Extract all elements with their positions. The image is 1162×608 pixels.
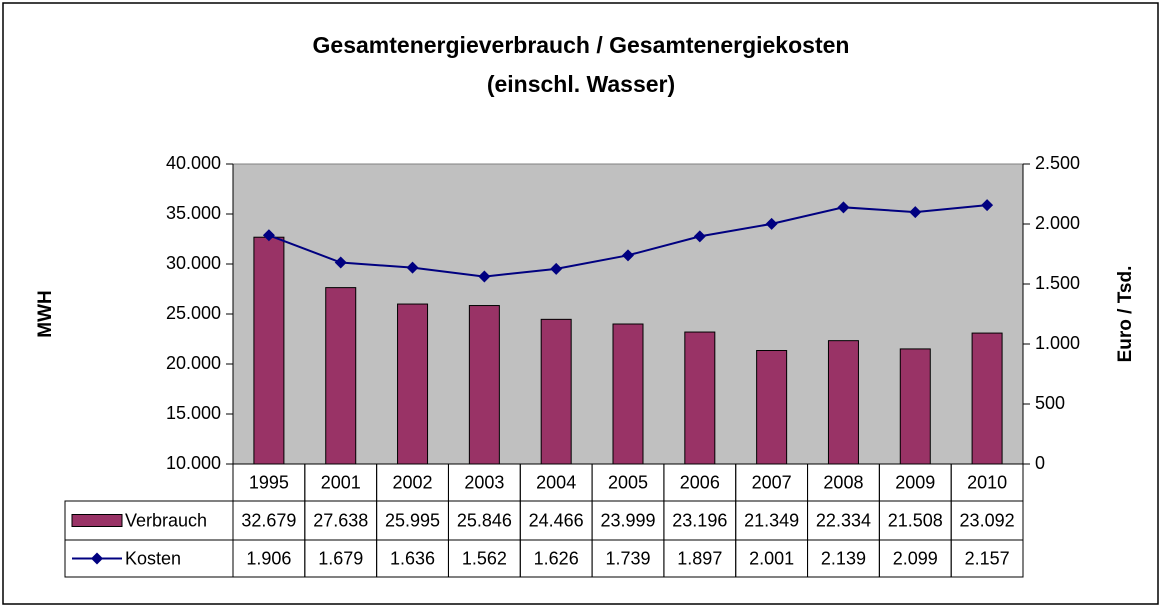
legend-key bbox=[71, 514, 123, 527]
legend-label: Verbrauch bbox=[125, 510, 207, 530]
marker bbox=[981, 199, 994, 212]
legend-key bbox=[91, 552, 103, 565]
y-tick-label: 35.000 bbox=[166, 203, 221, 223]
y-axis-label: MWH bbox=[35, 290, 56, 337]
bar bbox=[397, 303, 429, 465]
y2-tick-label: 1.000 bbox=[1035, 333, 1080, 353]
table-value: 23.999 bbox=[600, 510, 655, 530]
table-value: 21.508 bbox=[888, 510, 943, 530]
table-cell bbox=[950, 539, 1024, 578]
y-tick-label: 10.000 bbox=[166, 453, 221, 473]
marker bbox=[262, 229, 275, 242]
x-tick-label: 2010 bbox=[967, 472, 1007, 492]
x-tick-label: 2003 bbox=[464, 472, 504, 492]
y2-tick-label: 0 bbox=[1035, 453, 1045, 473]
bar bbox=[468, 305, 500, 465]
table-value: 32.679 bbox=[241, 510, 296, 530]
x-tick-label: 2004 bbox=[536, 472, 576, 492]
bar bbox=[899, 348, 931, 465]
table-value: 21.349 bbox=[744, 510, 799, 530]
x-tick-label: 2008 bbox=[823, 472, 863, 492]
y-tick-label: 25.000 bbox=[166, 303, 221, 323]
marker bbox=[550, 262, 563, 275]
bar bbox=[756, 350, 788, 465]
chart-title: Gesamtenergieverbrauch / Gesamtenergieko… bbox=[313, 32, 850, 58]
table-value: 22.334 bbox=[816, 510, 871, 530]
table-value: 1.906 bbox=[246, 548, 291, 568]
bar bbox=[612, 323, 644, 465]
bar bbox=[253, 236, 285, 465]
bar bbox=[540, 318, 572, 465]
x-tick-label: 2002 bbox=[393, 472, 433, 492]
marker bbox=[693, 230, 706, 243]
bar bbox=[684, 331, 716, 465]
marker bbox=[622, 249, 634, 262]
y-tick-label: 30.000 bbox=[166, 253, 221, 273]
marker bbox=[837, 201, 850, 214]
table-value: 1.679 bbox=[318, 548, 363, 568]
table-value: 2.099 bbox=[893, 548, 938, 568]
table-value: 23.196 bbox=[672, 510, 727, 530]
table-value: 25.995 bbox=[385, 510, 440, 530]
table-cell bbox=[64, 539, 234, 578]
bar bbox=[971, 332, 1003, 465]
table-value: 25.846 bbox=[457, 510, 512, 530]
table-value: 1.626 bbox=[534, 548, 579, 568]
x-tick-label: 2001 bbox=[321, 472, 361, 492]
marker bbox=[765, 217, 778, 230]
y-tick-label: 20.000 bbox=[166, 353, 221, 373]
x-tick-label: 2006 bbox=[680, 472, 720, 492]
table-value: 23.092 bbox=[960, 510, 1015, 530]
x-tick-label: 2009 bbox=[895, 472, 935, 492]
chart-title: (einschl. Wasser) bbox=[487, 71, 675, 97]
y-tick-label: 15.000 bbox=[166, 403, 221, 423]
marker bbox=[406, 261, 419, 274]
y2-tick-label: 2.500 bbox=[1035, 153, 1080, 173]
bar bbox=[827, 340, 859, 465]
marker bbox=[334, 256, 347, 269]
table-value: 2.139 bbox=[821, 548, 866, 568]
table-value: 24.466 bbox=[529, 510, 584, 530]
table-value: 1.636 bbox=[390, 548, 435, 568]
table-value: 1.739 bbox=[605, 548, 650, 568]
legend-label: Kosten bbox=[125, 548, 181, 568]
table-value: 2.001 bbox=[749, 548, 794, 568]
marker bbox=[478, 270, 491, 283]
table-value: 2.157 bbox=[965, 548, 1010, 568]
x-tick-label: 2007 bbox=[752, 472, 792, 492]
x-tick-label: 1995 bbox=[249, 472, 289, 492]
y-tick-label: 40.000 bbox=[166, 153, 221, 173]
table-value: 1.897 bbox=[677, 548, 722, 568]
marker bbox=[909, 206, 922, 219]
x-tick-label: 2005 bbox=[608, 472, 648, 492]
y2-tick-label: 2.000 bbox=[1035, 213, 1080, 233]
table-value: 27.638 bbox=[313, 510, 368, 530]
bar bbox=[325, 287, 357, 465]
y2-tick-label: 1.500 bbox=[1035, 273, 1080, 293]
y2-axis-label: Euro / Tsd. bbox=[1115, 266, 1136, 363]
table-value: 1.562 bbox=[462, 548, 507, 568]
y2-tick-label: 500 bbox=[1035, 393, 1065, 413]
